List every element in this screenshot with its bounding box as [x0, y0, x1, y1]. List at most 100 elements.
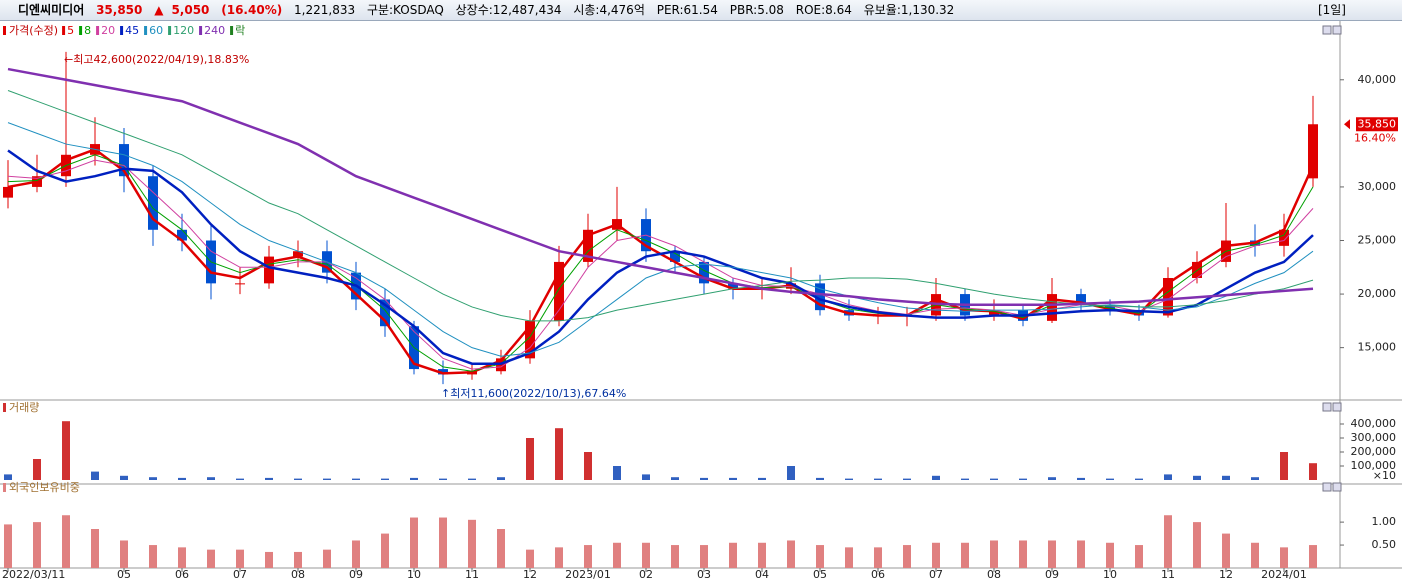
candle-body [989, 310, 999, 316]
panel-button[interactable] [1322, 25, 1332, 35]
bar [410, 477, 418, 480]
per: PER:61.54 [656, 3, 718, 17]
candle-body [1105, 304, 1115, 311]
bar [787, 540, 795, 568]
candle-body [554, 261, 564, 321]
x-tick-label: 10 [407, 568, 421, 581]
bar [1251, 542, 1259, 568]
legend-swatch [96, 26, 100, 35]
bar [932, 542, 940, 568]
x-tick-label: 08 [987, 568, 1001, 581]
bar [1222, 475, 1230, 480]
bar [1135, 545, 1143, 568]
price-box [1356, 117, 1398, 132]
panel-button[interactable] [1332, 25, 1342, 35]
bar [497, 477, 505, 480]
x-tick-label: 02 [639, 568, 653, 581]
bar [613, 542, 621, 568]
bar [1164, 515, 1172, 568]
bar [1106, 478, 1114, 480]
y-tick-label: 25,000 [1358, 234, 1397, 247]
x-tick-label: 05 [813, 568, 827, 581]
bar [207, 549, 215, 568]
bar [584, 452, 592, 480]
legend-swatch [79, 26, 83, 35]
x-tick-label: 03 [697, 568, 711, 581]
legend-swatch [120, 26, 124, 35]
bar [236, 478, 244, 480]
bar [236, 549, 244, 568]
bar [787, 466, 795, 480]
bar [700, 477, 708, 480]
bar [729, 477, 737, 480]
y-tick-label: 200,000 [1351, 445, 1397, 458]
candle-body [3, 186, 13, 198]
bar [33, 459, 41, 480]
x-tick-label: 05 [117, 568, 131, 581]
period-button[interactable]: [1일] [1317, 3, 1346, 17]
bar [1280, 452, 1288, 480]
legend-marker [3, 26, 6, 35]
legend-title: 가격(수정) [9, 24, 58, 37]
candle-body [815, 283, 825, 311]
bar [729, 542, 737, 568]
market: 구분:KOSDAQ [366, 3, 444, 17]
x-tick-label: 06 [175, 568, 189, 581]
last-change: 16.40% [1354, 131, 1396, 144]
bar [816, 477, 824, 480]
bar [381, 478, 389, 480]
bar [91, 529, 99, 568]
bar [468, 478, 476, 480]
pbr: PBR:5.08 [729, 3, 784, 17]
bar [613, 466, 621, 480]
title-bar: 디엔씨미디어 35,850 ▲ 5,050 (16.40%) 1,221,833 … [0, 0, 1402, 21]
bar [468, 519, 476, 568]
y-tick-label: 30,000 [1358, 180, 1397, 193]
bar [62, 515, 70, 568]
ma-line [7, 149, 1314, 365]
x-tick-label: 11 [1161, 568, 1175, 581]
bar [120, 540, 128, 568]
legend-entry: 20 [101, 24, 115, 37]
ma-line [7, 90, 1314, 322]
bar [497, 529, 505, 568]
bar [352, 540, 360, 568]
bar [178, 477, 186, 480]
panel-button[interactable] [1332, 482, 1342, 492]
bar [903, 478, 911, 480]
background [0, 21, 1402, 582]
reserve: 유보율:1,130.32 [863, 3, 955, 17]
candle-body [525, 320, 535, 359]
panel-button[interactable] [1322, 482, 1332, 492]
x-tick-label: 11 [465, 568, 479, 581]
price: 35,850 [96, 3, 143, 17]
bar [1019, 478, 1027, 480]
bar [410, 517, 418, 568]
bar [1193, 475, 1201, 480]
legend-entry: 45 [125, 24, 139, 37]
bar [294, 551, 302, 568]
bar [961, 542, 969, 568]
bar [62, 421, 70, 480]
arrow: ▲ [154, 3, 164, 17]
bar [1309, 545, 1317, 568]
panel-button[interactable] [1332, 402, 1342, 412]
bar [1106, 542, 1114, 568]
candle-body [264, 256, 274, 284]
bar [4, 524, 12, 568]
panel-marker [3, 403, 6, 412]
x-tick-label: 10 [1103, 568, 1117, 581]
bar [526, 438, 534, 480]
panel-button[interactable] [1322, 402, 1332, 412]
candle-body [699, 261, 709, 284]
bar [671, 545, 679, 568]
bar [91, 471, 99, 480]
y-tick-label: 15,000 [1358, 341, 1397, 354]
x-tick-label: 12 [523, 568, 537, 581]
bar [1077, 540, 1085, 568]
bar [874, 478, 882, 480]
x-tick-label: 06 [871, 568, 885, 581]
unit-label: ×10 [1373, 469, 1396, 482]
y-tick-label: 40,000 [1358, 73, 1397, 86]
legend-swatch [62, 26, 66, 35]
